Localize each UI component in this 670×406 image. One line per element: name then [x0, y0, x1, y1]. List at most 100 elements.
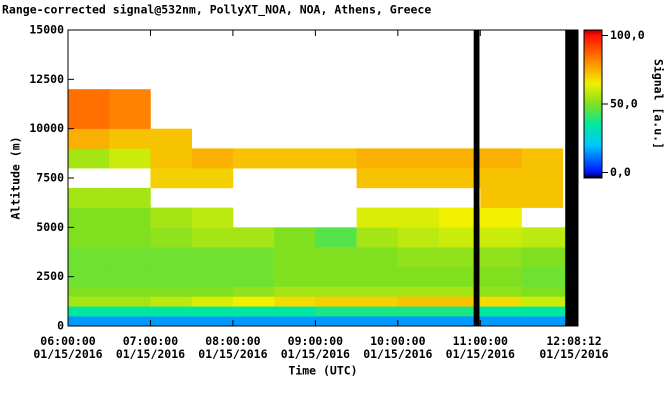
heatmap-cell: [109, 286, 151, 297]
heatmap-cell: [521, 227, 564, 248]
heatmap-cell: [397, 286, 440, 297]
data-gap: [473, 30, 480, 326]
heatmap-cell: [315, 286, 357, 297]
heatmap-cell: [521, 168, 564, 189]
heatmap-cell: [480, 316, 522, 327]
heatmap-cell: [109, 296, 151, 307]
heatmap-cell: [315, 266, 357, 287]
heatmap-cell: [521, 247, 564, 268]
heatmap-cell: [356, 316, 399, 327]
heatmap-cell: [315, 247, 357, 268]
heatmap-cell: [232, 306, 275, 317]
heatmap-cell: [109, 247, 151, 268]
heatmap-cell: [191, 316, 234, 327]
heatmap-cell: [68, 266, 110, 287]
heatmap-cell: [68, 316, 110, 327]
heatmap-cell: [521, 296, 564, 307]
heatmap-cell: [109, 306, 151, 317]
heatmap-cell: [397, 266, 440, 287]
heatmap-cell: [439, 168, 481, 189]
heatmap-cell: [150, 316, 192, 327]
heatmap-cell: [315, 316, 357, 327]
heatmap-cell: [521, 306, 564, 317]
heatmap-cell: [315, 227, 357, 248]
heatmap-cell: [439, 296, 481, 307]
heatmap-cell: [480, 187, 522, 208]
heatmap-cell: [356, 266, 399, 287]
heatmap-cell: [480, 227, 522, 248]
heatmap-cell: [356, 148, 399, 169]
heatmap-cell: [232, 286, 275, 297]
heatmap-cell: [191, 227, 234, 248]
colorbar-tick-label: 0,0: [610, 165, 631, 179]
heatmap-cell: [439, 266, 481, 287]
heatmap-cell: [109, 227, 151, 248]
heatmap-cell: [191, 148, 234, 169]
heatmap-cell: [480, 306, 522, 317]
colorbar-tick-label: 100,0: [610, 28, 645, 42]
colorbar-tick-label: 50,0: [610, 97, 638, 111]
heatmap-cell: [439, 148, 481, 169]
heatmap-cell: [68, 227, 110, 248]
heatmap-cell: [397, 227, 440, 248]
heatmap-cell: [397, 148, 440, 169]
y-tick-label: 5000: [36, 220, 64, 234]
heatmap-cell: [356, 286, 399, 297]
heatmap-cell: [109, 148, 151, 169]
heatmap-cell: [191, 306, 234, 317]
heatmap-cell: [439, 227, 481, 248]
heatmap-cell: [274, 286, 316, 297]
heatmap-cell: [68, 89, 110, 129]
heatmap-cell: [191, 207, 234, 228]
heatmap-cell: [397, 168, 440, 189]
heatmap-cell: [232, 296, 275, 307]
heatmap-cell: [150, 168, 192, 189]
heatmap-cell: [480, 296, 522, 307]
heatmap-cell: [356, 247, 399, 268]
heatmap-cell: [521, 286, 564, 297]
heatmap-cell: [356, 306, 399, 317]
heatmap-cell: [274, 306, 316, 317]
heatmap-cell: [356, 296, 399, 307]
heatmap-cell: [232, 316, 275, 327]
heatmap-cell: [356, 168, 399, 189]
heatmap-cell: [274, 296, 316, 307]
x-axis-label: Time (UTC): [288, 364, 357, 378]
chart-title: Range-corrected signal@532nm, PollyXT_NO…: [2, 3, 431, 18]
x-tick-label: 08:00:00 01/15/2016: [198, 334, 267, 361]
colorbar-label: Signal [a.u.]: [652, 59, 666, 149]
heatmap-cell: [68, 286, 110, 297]
heatmap-cell: [439, 207, 481, 228]
heatmap-cell: [315, 306, 357, 317]
y-tick-label: 15000: [29, 23, 64, 37]
heatmap-cell: [439, 247, 481, 268]
heatmap-cell: [232, 227, 275, 248]
heatmap-cell: [68, 128, 110, 149]
heatmap-cell: [480, 286, 522, 297]
heatmap-cell: [150, 306, 192, 317]
heatmap-cell: [315, 296, 357, 307]
heatmap-cell: [397, 207, 440, 228]
heatmap-cell: [109, 266, 151, 287]
heatmap-cell: [521, 266, 564, 287]
heatmap-cell: [480, 148, 522, 169]
heatmap-cell: [397, 306, 440, 317]
x-tick-label: 07:00:00 01/15/2016: [116, 334, 185, 361]
heatmap-cell: [68, 247, 110, 268]
heatmap-cell: [439, 306, 481, 317]
heatmap-cell: [397, 296, 440, 307]
y-tick-label: 0: [57, 319, 64, 333]
x-tick-label: 09:00:00 01/15/2016: [281, 334, 350, 361]
heatmap-cell: [150, 148, 192, 169]
y-tick-label: 2500: [36, 269, 64, 283]
heatmap-cell: [439, 286, 481, 297]
heatmap-cell: [68, 207, 110, 228]
heatmap-cell: [150, 207, 192, 228]
heatmap-cell: [191, 296, 234, 307]
heatmap-cell: [68, 306, 110, 317]
x-tick-label: 10:00:00 01/15/2016: [363, 334, 432, 361]
heatmap-cell: [274, 266, 316, 287]
x-tick-label: 06:00:00 01/15/2016: [33, 334, 102, 361]
heatmap-cell: [232, 148, 275, 169]
heatmap-cell: [480, 266, 522, 287]
